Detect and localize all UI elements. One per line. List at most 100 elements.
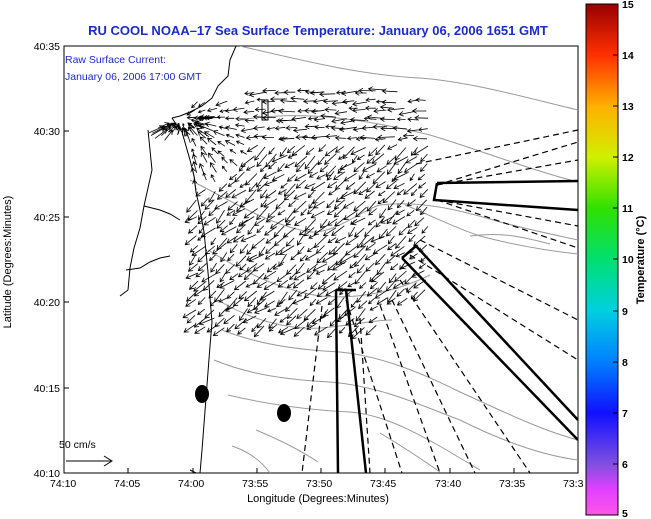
- x-tick: 73:40: [435, 478, 461, 490]
- current-vector: [398, 226, 408, 236]
- current-vector: [308, 199, 315, 210]
- current-vector: [187, 126, 194, 135]
- current-vector: [316, 174, 326, 180]
- current-vector: [326, 200, 335, 209]
- current-vector: [365, 97, 376, 103]
- current-vector: [353, 181, 367, 195]
- current-vector: [395, 209, 405, 215]
- current-vector: [313, 235, 327, 249]
- current-vector: [393, 182, 405, 190]
- current-vector: [348, 226, 356, 238]
- current-vector: [211, 147, 219, 155]
- current-vector: [330, 125, 345, 131]
- current-vector: [232, 234, 245, 243]
- current-vector: [285, 237, 295, 247]
- current-vector: [310, 282, 318, 290]
- x-tick: 73:55: [242, 478, 268, 490]
- current-vector: [303, 287, 318, 299]
- current-vector: [286, 308, 298, 319]
- current-vector: [343, 209, 358, 220]
- current-vector: [381, 88, 398, 94]
- current-vector: [180, 126, 185, 136]
- current-vector: [224, 139, 236, 146]
- current-vector: [185, 298, 197, 307]
- current-vector: [387, 199, 397, 211]
- y-tick: 40:25: [34, 212, 60, 224]
- current-vector: [256, 154, 268, 168]
- current-vector: [406, 128, 418, 134]
- current-vector: [386, 164, 396, 175]
- current-annotation-line1: Raw Surface Current:: [65, 54, 166, 66]
- current-vector: [261, 134, 274, 141]
- current-vector: [244, 118, 255, 123]
- current-vector: [199, 136, 208, 145]
- current-vector: [346, 135, 357, 141]
- current-vector: [221, 156, 228, 164]
- current-vector: [327, 237, 337, 244]
- current-vector: [209, 254, 216, 262]
- current-vector: [225, 306, 235, 312]
- current-vector: [367, 86, 386, 92]
- colorbar-tick: 9: [622, 306, 628, 318]
- current-vector: [256, 225, 265, 234]
- current-vector: [274, 307, 289, 316]
- current-vector: [229, 217, 236, 226]
- current-vector: [360, 236, 375, 248]
- current-vector: [366, 156, 376, 164]
- current-vector: [326, 327, 337, 339]
- current-vector: [271, 154, 288, 163]
- current-vector: [379, 208, 387, 219]
- current-vector: [377, 190, 386, 196]
- current-vector: [364, 105, 376, 111]
- current-vector: [232, 296, 245, 307]
- chart-title: RU COOL NOAA–17 Sea Surface Temperature:…: [88, 23, 548, 38]
- colorbar-label: Temperature (°C): [635, 215, 647, 304]
- current-vector: [417, 127, 428, 132]
- current-vector: [331, 225, 345, 236]
- current-vector: [232, 208, 246, 216]
- current-vector: [293, 272, 306, 281]
- current-vector: [309, 298, 317, 307]
- current-vector: [367, 219, 376, 226]
- current-vector: [253, 218, 265, 226]
- current-vector: [259, 165, 267, 173]
- current-vector: [221, 165, 228, 172]
- current-vector: [294, 155, 308, 168]
- axis-tick-marks: [63, 45, 579, 474]
- current-vector: [334, 217, 345, 227]
- current-vector: [206, 137, 217, 146]
- current-vector: [235, 116, 247, 122]
- current-vector: [189, 245, 199, 253]
- current-vector: [263, 171, 277, 179]
- current-vector: [260, 189, 268, 199]
- current-vector: [316, 289, 327, 298]
- current-vector: [390, 263, 399, 271]
- current-vector: [243, 270, 255, 281]
- current-vector: [364, 252, 378, 261]
- current-vector: [407, 219, 416, 229]
- current-vector: [371, 153, 385, 164]
- current-vector: [264, 180, 276, 187]
- current-vector: [177, 125, 182, 134]
- current-vector: [304, 219, 316, 232]
- map-layers: [119, 46, 578, 473]
- current-vector: [285, 125, 297, 131]
- current-vector: [329, 317, 338, 327]
- current-vector: [375, 144, 386, 156]
- y-axis-ticks: 40:35 40:30 40:25 40:20 40:15 40:10: [34, 41, 60, 480]
- current-vector: [219, 225, 229, 233]
- current-vector: [295, 134, 308, 140]
- current-vector: [415, 199, 427, 212]
- current-vector: [304, 253, 317, 261]
- current-vector: [264, 300, 275, 308]
- current-vector: [365, 325, 377, 336]
- current-vector: [413, 235, 426, 247]
- current-vector: [293, 200, 307, 214]
- current-vector: [359, 134, 376, 141]
- current-vector: [260, 199, 268, 208]
- current-vector: [373, 108, 387, 114]
- current-vector: [195, 120, 209, 126]
- current-vector: [164, 129, 173, 141]
- current-vector: [396, 297, 408, 306]
- current-vector: [252, 114, 265, 120]
